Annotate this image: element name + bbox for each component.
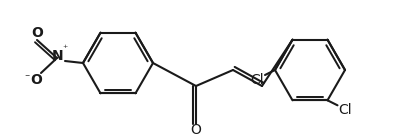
- Text: N: N: [52, 49, 64, 63]
- Text: $^{-}$: $^{-}$: [24, 71, 30, 80]
- Text: Cl: Cl: [339, 103, 352, 117]
- Text: O: O: [31, 26, 43, 40]
- Text: $^{+}$: $^{+}$: [62, 43, 68, 52]
- Text: O: O: [30, 73, 42, 87]
- Text: O: O: [191, 123, 202, 137]
- Text: Cl: Cl: [250, 73, 264, 87]
